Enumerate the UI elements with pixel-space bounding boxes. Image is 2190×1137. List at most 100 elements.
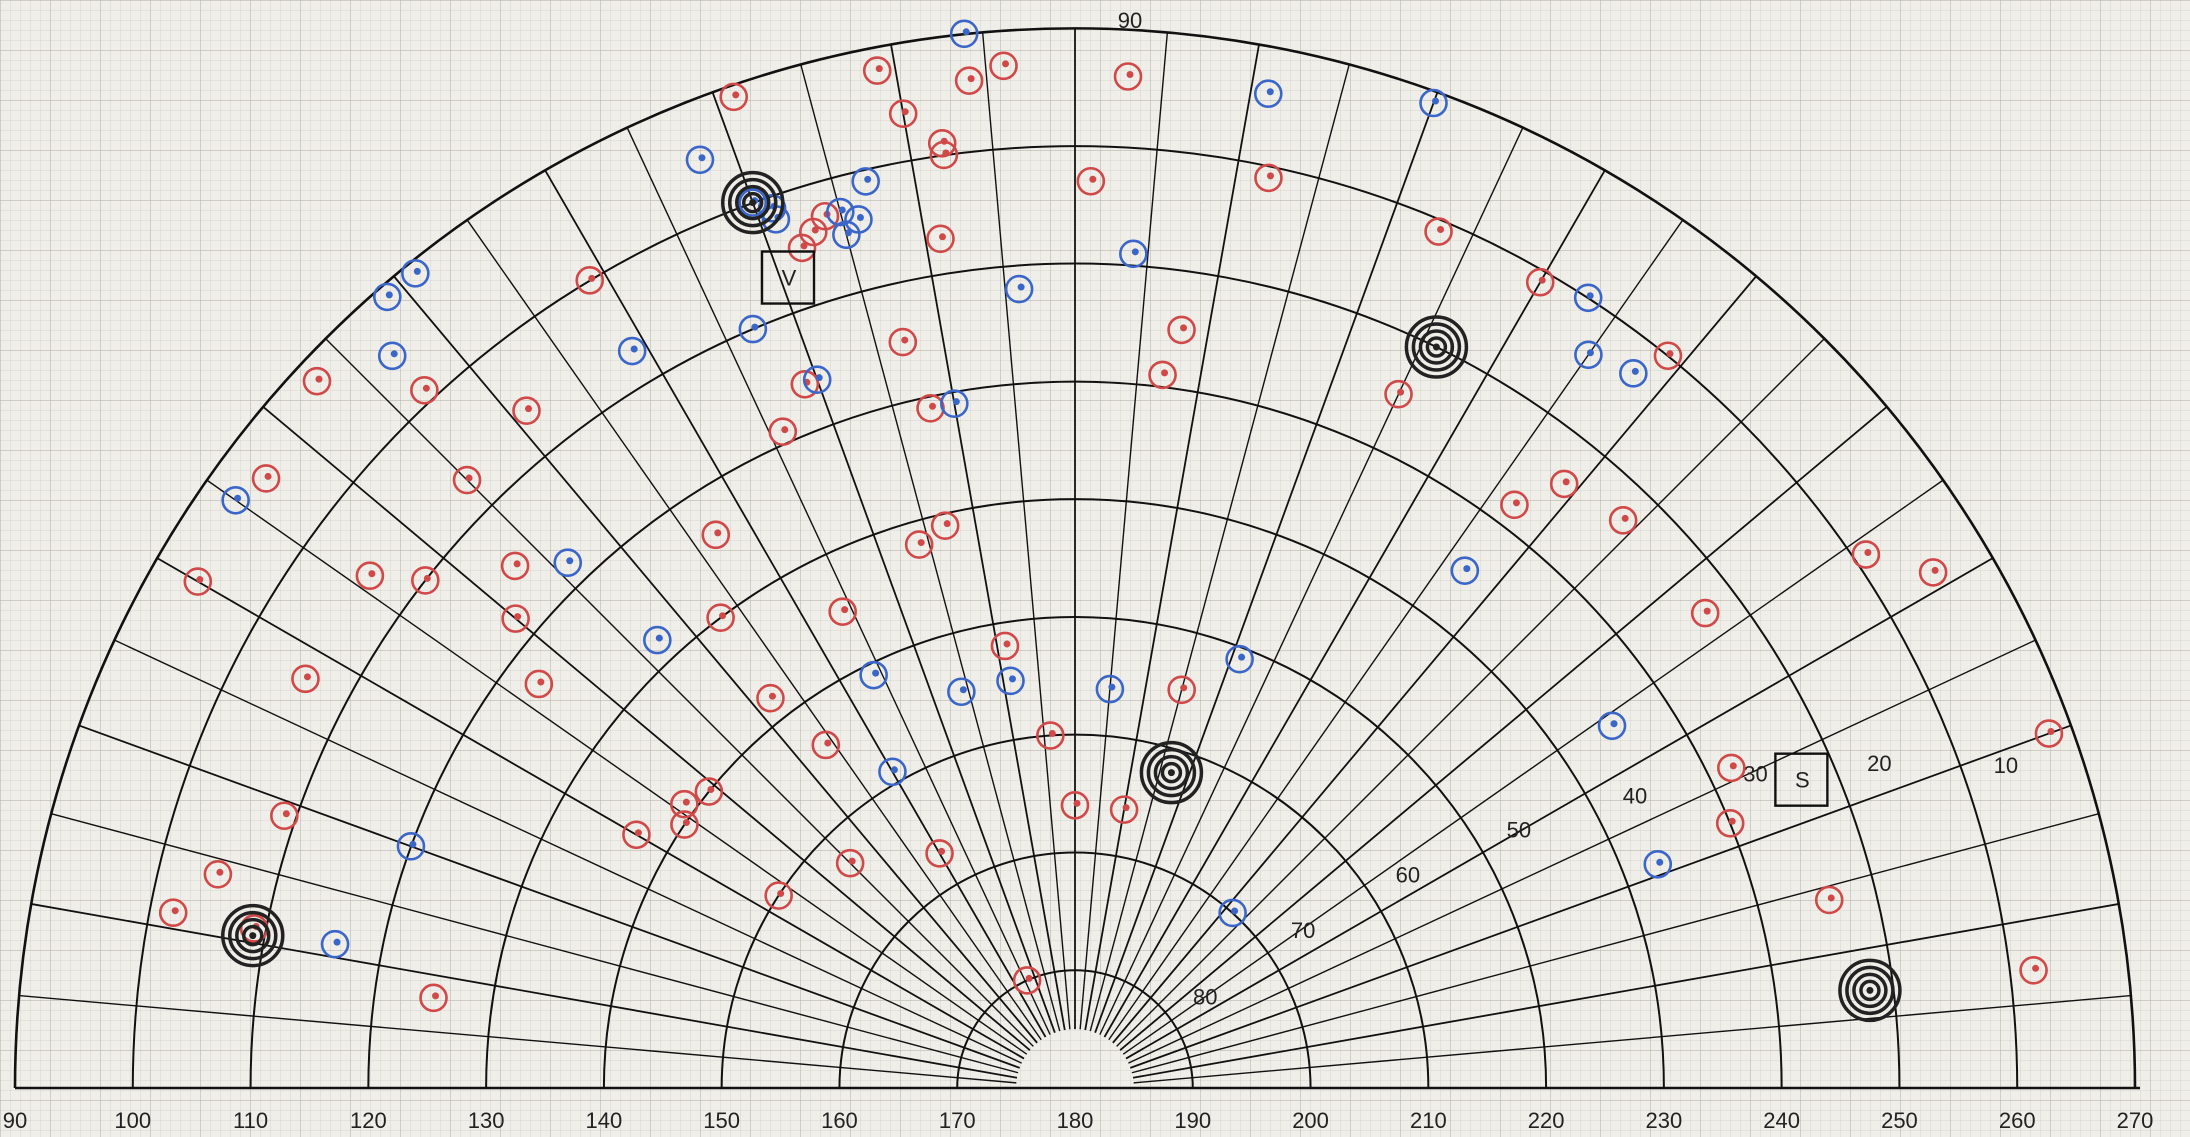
blue-point (1574, 340, 1603, 370)
red-point-center (634, 829, 642, 837)
red-point-center (513, 560, 521, 568)
red-point-center (2032, 964, 2040, 972)
marker-box-label: S (1795, 768, 1810, 793)
azimuth-label: 230 (1646, 1108, 1683, 1133)
red-point-center (824, 739, 832, 747)
red-point-center (1161, 369, 1169, 377)
blue-point-center (872, 669, 880, 677)
blue-point-center (1432, 97, 1440, 105)
blue-point (617, 336, 647, 366)
red-point-center (1864, 549, 1872, 557)
bullseye-ring (741, 191, 764, 214)
azimuth-spoke (1122, 479, 1944, 1055)
blue-point-center (864, 175, 872, 183)
red-point (927, 128, 957, 158)
bullseye-center (1432, 343, 1440, 351)
azimuth-spoke (1132, 903, 2120, 1079)
bullseye-ring (235, 917, 271, 954)
red-point-center (811, 226, 819, 234)
azimuth-spoke (392, 275, 1038, 1044)
azimuth-spoke (890, 43, 1066, 1031)
red-point-center (1512, 499, 1520, 507)
altitude-label: 70 (1291, 918, 1315, 943)
blue-point-center (856, 213, 864, 221)
blue-point-center (962, 28, 970, 36)
red-point-center (719, 612, 727, 620)
azimuth-label: 130 (468, 1108, 505, 1133)
blue-point-center (385, 291, 393, 299)
red-point (452, 465, 482, 495)
bullseye-ring (1859, 979, 1881, 1002)
azimuth-label: 160 (821, 1108, 858, 1133)
red-point (810, 201, 840, 231)
blue-point-center (698, 154, 706, 162)
red-point-center (929, 402, 937, 410)
red-point-center (1728, 817, 1736, 825)
bullseye-center (249, 932, 257, 940)
azimuth-label: 220 (1528, 1108, 1565, 1133)
marker-box (760, 250, 816, 305)
red-point-center (1003, 640, 1011, 648)
red-point (990, 631, 1020, 661)
altitude-label: 40 (1623, 784, 1647, 809)
bullseye-ring (1146, 747, 1197, 798)
red-point (904, 530, 934, 559)
red-point-center (901, 108, 909, 116)
red-point (706, 603, 735, 632)
red-point (1424, 217, 1453, 246)
blue-point (401, 259, 430, 288)
altitude-label: 30 (1743, 761, 1767, 786)
blue-point-center (234, 494, 242, 502)
blue-point-center (838, 206, 846, 214)
blue-point (1643, 849, 1673, 879)
red-point-center (514, 613, 522, 621)
blue-point-center (390, 350, 398, 358)
red-point-center (841, 606, 849, 614)
marker-box (1774, 752, 1829, 807)
azimuth-label: 120 (350, 1108, 387, 1133)
azimuth-label: 100 (114, 1108, 151, 1133)
red-point (251, 464, 281, 493)
red-point-center (848, 857, 856, 865)
red-point-center (732, 91, 740, 99)
azimuth-spoke (114, 639, 1022, 1064)
blue-point (940, 389, 969, 418)
altitude-label: 90 (1118, 8, 1142, 33)
red-point (1715, 808, 1745, 838)
blue-point-center (815, 374, 823, 382)
azimuth-spoke (1089, 63, 1351, 1032)
red-point-center (777, 890, 785, 898)
azimuth-spoke (1125, 557, 1994, 1060)
azimuth-spoke (711, 91, 1056, 1033)
blue-point-center (413, 267, 421, 275)
blue-point-center (1266, 88, 1274, 96)
azimuth-label: 110 (233, 1108, 268, 1133)
azimuth-spoke (1128, 639, 2036, 1064)
blue-point (947, 677, 976, 707)
red-point (1608, 506, 1638, 535)
red-point-center (714, 529, 722, 537)
red-point (1167, 675, 1196, 705)
red-point-center (1048, 730, 1056, 738)
blue-point-center (959, 686, 967, 694)
azimuth-spoke (1108, 219, 1684, 1041)
red-point-center (1266, 172, 1274, 180)
red-point-center (315, 375, 323, 383)
red-point (768, 417, 798, 446)
axis-labels: 90 100 110 120 130 140 150 160 170 180 190 200 210 22… (3, 8, 2154, 1133)
blue-point-center (630, 345, 638, 353)
blue-point-center (333, 938, 341, 946)
blue-point-center (409, 840, 417, 848)
bullseye-center (1866, 986, 1874, 994)
red-point (694, 777, 724, 806)
azimuth-spoke (626, 127, 1051, 1035)
red-point-center (432, 992, 440, 1000)
red-point (989, 51, 1018, 81)
red-point (1167, 315, 1196, 345)
red-point (2019, 956, 2048, 985)
red-point-center (422, 384, 430, 392)
blue-point-center (1586, 349, 1594, 357)
bullseye-ring (1153, 754, 1190, 791)
